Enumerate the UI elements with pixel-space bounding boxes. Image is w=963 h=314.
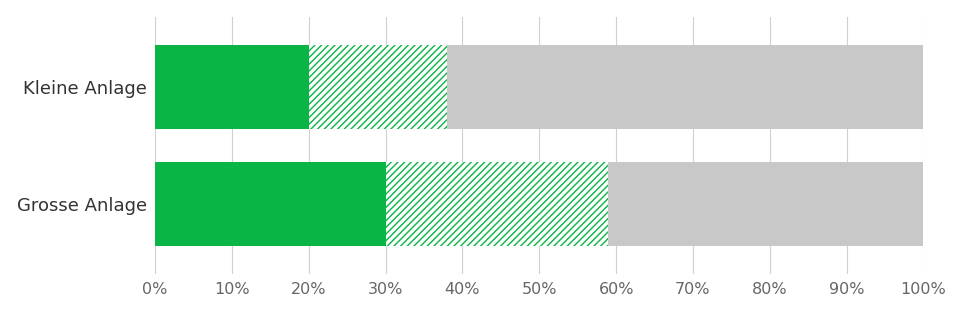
Bar xyxy=(309,45,447,129)
Bar xyxy=(155,162,385,246)
Bar xyxy=(309,45,447,129)
Bar xyxy=(155,45,309,129)
Bar xyxy=(609,162,924,246)
Bar xyxy=(385,162,609,246)
Bar xyxy=(385,162,609,246)
Bar xyxy=(447,45,924,129)
